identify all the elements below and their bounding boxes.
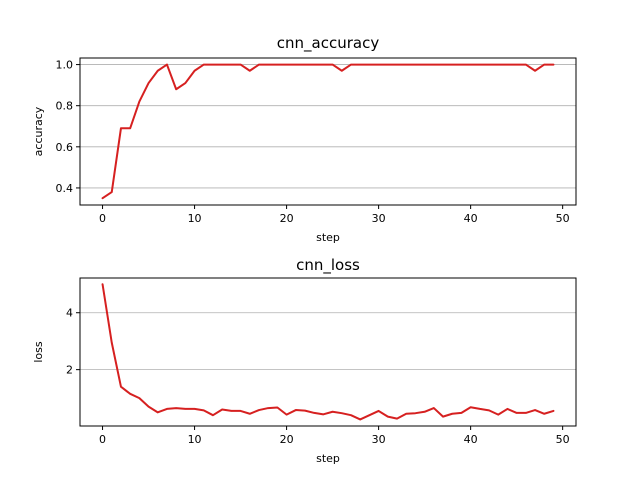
x-tick-label: 20 xyxy=(280,212,294,225)
y-tick-label: 2 xyxy=(66,364,73,377)
chart-title: cnn_loss xyxy=(296,256,360,275)
y-tick-label: 0.6 xyxy=(56,141,74,154)
x-tick-label: 0 xyxy=(99,433,106,446)
x-tick-label: 10 xyxy=(188,433,202,446)
x-tick-label: 50 xyxy=(556,212,570,225)
x-tick-label: 0 xyxy=(99,212,106,225)
y-axis-label: loss xyxy=(32,341,45,363)
x-tick-label: 40 xyxy=(464,433,478,446)
y-tick-label: 0.4 xyxy=(56,182,74,195)
x-axis-label: step xyxy=(316,452,340,465)
x-tick-label: 30 xyxy=(372,433,386,446)
x-tick-label: 30 xyxy=(372,212,386,225)
chart-title: cnn_accuracy xyxy=(277,34,380,53)
y-tick-label: 1.0 xyxy=(56,59,74,72)
x-axis-label: step xyxy=(316,231,340,244)
y-tick-label: 0.8 xyxy=(56,100,74,113)
series-line xyxy=(101,283,555,421)
y-tick-label: 4 xyxy=(66,307,73,320)
x-tick-label: 40 xyxy=(464,212,478,225)
plot-area-frame xyxy=(79,277,577,427)
plot-area-frame xyxy=(79,57,577,206)
x-tick-label: 10 xyxy=(188,212,202,225)
x-tick-label: 50 xyxy=(556,433,570,446)
y-axis-label: accuracy xyxy=(32,106,45,156)
series-line xyxy=(101,63,555,200)
x-tick-label: 20 xyxy=(280,433,294,446)
